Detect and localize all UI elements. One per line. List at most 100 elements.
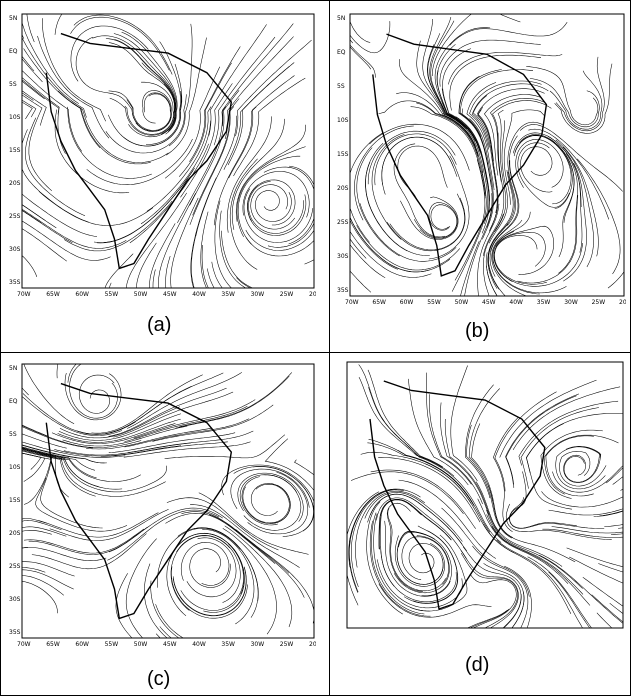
streamline [350, 216, 430, 273]
streamline [526, 423, 572, 510]
streamline [486, 509, 583, 589]
streamline [490, 135, 519, 252]
y-tick-label: 25S [337, 219, 349, 226]
x-tick-label: 65W [46, 641, 60, 648]
streamline [108, 90, 171, 131]
x-tick-label: 45W [163, 291, 177, 298]
streamline [22, 433, 67, 449]
streamline [115, 573, 133, 638]
streamline [38, 512, 159, 538]
y-tick-label: 5S [9, 81, 17, 88]
y-tick-label: 35S [337, 287, 349, 294]
streamline [413, 204, 458, 238]
streamline [378, 583, 492, 618]
streamline [247, 471, 309, 535]
streamline [562, 146, 594, 268]
streamline [250, 483, 291, 524]
streamline [25, 117, 86, 216]
panel-b-map: 70W 65W 60W 55W 50W 45W 40W 35W 30W 25W 20W 5N EQ 5S 1… [336, 12, 626, 312]
streamline [255, 190, 292, 222]
streamline [190, 504, 300, 568]
streamline [527, 556, 592, 628]
streamline [214, 200, 232, 288]
streamline [493, 232, 546, 282]
x-tick-label: 40W [509, 299, 523, 306]
map-frame [21, 363, 315, 639]
streamline [471, 83, 549, 148]
streamline [358, 364, 434, 463]
streamline [460, 240, 480, 296]
streamline [125, 538, 157, 638]
streamline [22, 55, 35, 72]
streamline [239, 474, 297, 526]
y-tick-label: 15S [9, 497, 21, 504]
streamline [374, 133, 457, 186]
streamlines [22, 364, 314, 638]
streamline [22, 452, 46, 482]
streamline [177, 106, 227, 224]
streamline [494, 109, 507, 233]
streamline [125, 192, 187, 288]
streamline [223, 65, 290, 170]
streamline [57, 418, 181, 443]
streamline [104, 253, 134, 288]
streamline [22, 575, 64, 596]
streamline [242, 171, 310, 218]
streamline [158, 193, 196, 288]
streamline [180, 543, 244, 611]
streamline [554, 63, 613, 134]
streamline [419, 202, 458, 239]
table-divider-vertical [329, 0, 330, 696]
streamline [542, 528, 623, 538]
streamline [397, 145, 448, 202]
streamline [350, 44, 376, 78]
streamline [487, 170, 514, 289]
streamline [485, 252, 498, 296]
streamline [178, 62, 232, 177]
streamline [155, 604, 184, 638]
y-tick-label: 20S [9, 530, 21, 537]
streamline [146, 106, 212, 212]
streamline [429, 17, 465, 128]
streamline [172, 566, 247, 617]
streamline [221, 230, 254, 288]
streamline [22, 21, 80, 104]
streamline [108, 387, 227, 437]
x-tick-label: 20W [309, 641, 316, 648]
y-tick-label: 5S [337, 83, 345, 90]
streamline [347, 491, 380, 606]
streamlines [350, 14, 624, 296]
streamline [22, 426, 94, 449]
streamline [466, 424, 512, 539]
y-tick-label: 5S [9, 431, 17, 438]
streamline [380, 546, 457, 603]
streamline [22, 547, 107, 561]
streamline [180, 83, 233, 198]
streamline [552, 465, 623, 493]
streamline [24, 528, 145, 554]
streamline [22, 34, 25, 39]
streamline [264, 438, 314, 491]
streamline [22, 90, 47, 126]
streamline [506, 121, 543, 226]
streamline [186, 537, 237, 598]
y-tick-label: EQ [9, 48, 18, 55]
streamline [73, 14, 173, 75]
streamline [221, 464, 314, 503]
x-tick-label: 70W [17, 641, 31, 648]
streamline [441, 88, 490, 202]
streamline [518, 400, 619, 466]
streamline [520, 146, 553, 193]
streamline [469, 118, 494, 240]
streamline [211, 261, 223, 288]
streamline [123, 63, 183, 147]
streamline [146, 41, 181, 145]
streamline [108, 42, 175, 135]
streamline [488, 120, 508, 244]
streamline [245, 229, 314, 251]
streamline [483, 563, 525, 628]
x-tick-label: 55W [105, 641, 119, 648]
x-tick-label: 20W [619, 299, 626, 306]
x-tick-label: 70W [345, 299, 359, 306]
streamline [477, 88, 545, 162]
